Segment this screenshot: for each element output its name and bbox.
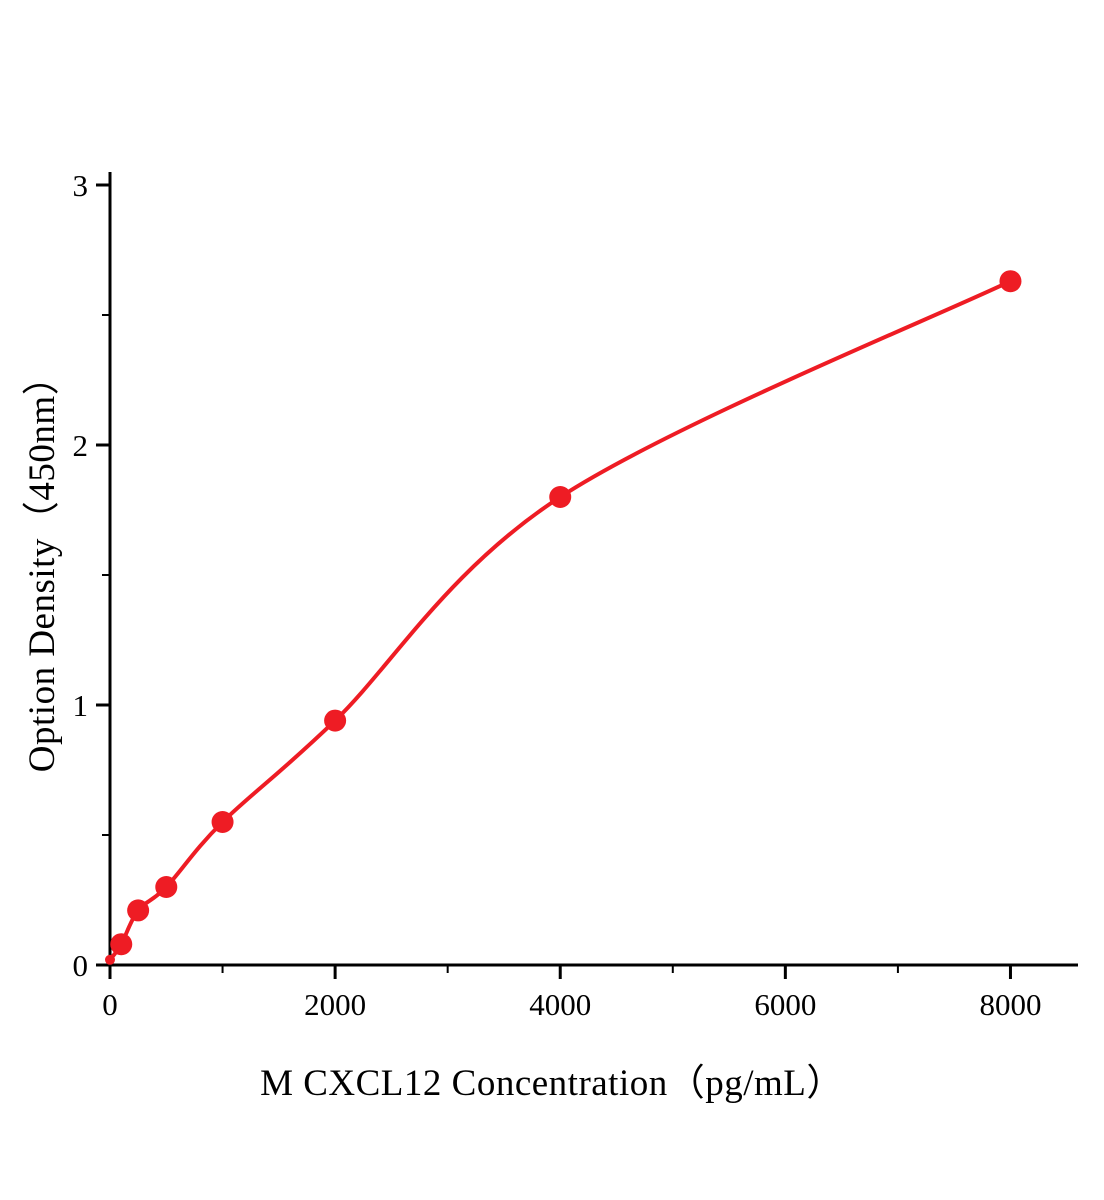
x-tick-label: 4000: [529, 987, 591, 1022]
data-point: [127, 899, 150, 922]
x-tick-label: 6000: [754, 987, 816, 1022]
axis-spines: [108, 172, 1078, 967]
data-point: [110, 933, 133, 956]
data-point: [324, 709, 347, 732]
data-point: [155, 876, 178, 898]
y-tick-label: 0: [73, 948, 89, 983]
x-tick-label: 8000: [979, 987, 1041, 1022]
data-point: [999, 270, 1022, 293]
fit-curve: [108, 279, 1013, 962]
data-point: [105, 954, 115, 965]
y-axis-title: Option Density（450nm）: [22, 357, 63, 773]
y-tick-label: 1: [73, 688, 89, 723]
data-point: [549, 486, 572, 508]
x-tick-label: 2000: [304, 987, 366, 1022]
x-tick-label: 0: [102, 987, 118, 1022]
y-tick-label: 3: [73, 168, 89, 203]
x-axis-title: M CXCL12 Concentration（pg/mL）: [260, 1063, 844, 1104]
data-point: [211, 811, 234, 833]
y-tick-label: 2: [73, 428, 89, 463]
